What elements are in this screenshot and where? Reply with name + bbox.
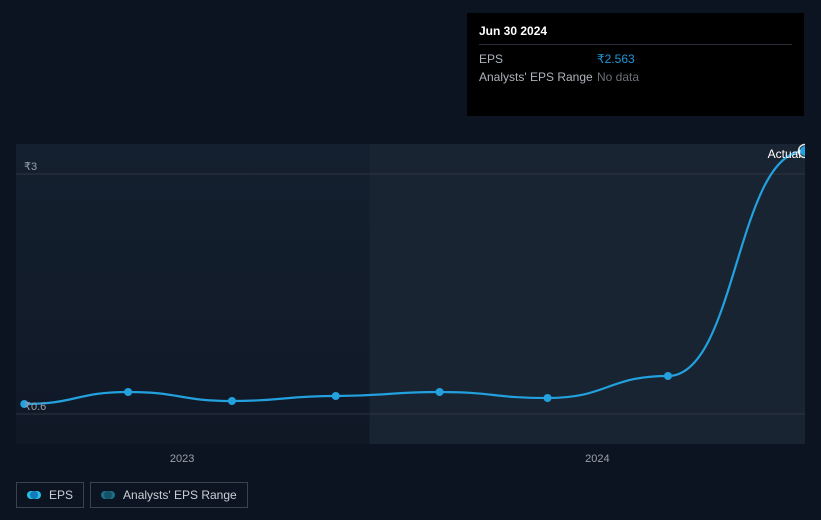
tooltip-key: Analysts' EPS Range [479, 69, 597, 86]
legend-swatch-icon [101, 491, 115, 499]
chart-tooltip: Jun 30 2024 EPS ₹2.563 Analysts' EPS Ran… [467, 13, 804, 116]
svg-text:₹3: ₹3 [24, 161, 37, 173]
svg-text:₹0.6: ₹0.6 [24, 401, 46, 413]
tooltip-value: No data [597, 69, 639, 86]
tooltip-value: ₹2.563 [597, 51, 635, 68]
svg-text:Actual: Actual [768, 147, 801, 161]
legend-label: EPS [49, 488, 73, 502]
eps-chart[interactable]: ₹0.6 ₹3 2023 2024 Actual [16, 118, 805, 478]
legend-item-analysts-range[interactable]: Analysts' EPS Range [90, 482, 248, 508]
tooltip-key: EPS [479, 51, 597, 68]
legend-swatch-icon [27, 491, 41, 499]
chart-legend: EPS Analysts' EPS Range [16, 482, 248, 508]
tooltip-row-range: Analysts' EPS Range No data [479, 69, 792, 86]
legend-item-eps[interactable]: EPS [16, 482, 84, 508]
tooltip-row-eps: EPS ₹2.563 [479, 51, 792, 68]
svg-text:2023: 2023 [170, 453, 194, 465]
chart-svg: ₹0.6 ₹3 2023 2024 Actual [16, 118, 805, 478]
legend-label: Analysts' EPS Range [123, 488, 237, 502]
svg-text:2024: 2024 [585, 453, 609, 465]
tooltip-date: Jun 30 2024 [479, 23, 792, 45]
